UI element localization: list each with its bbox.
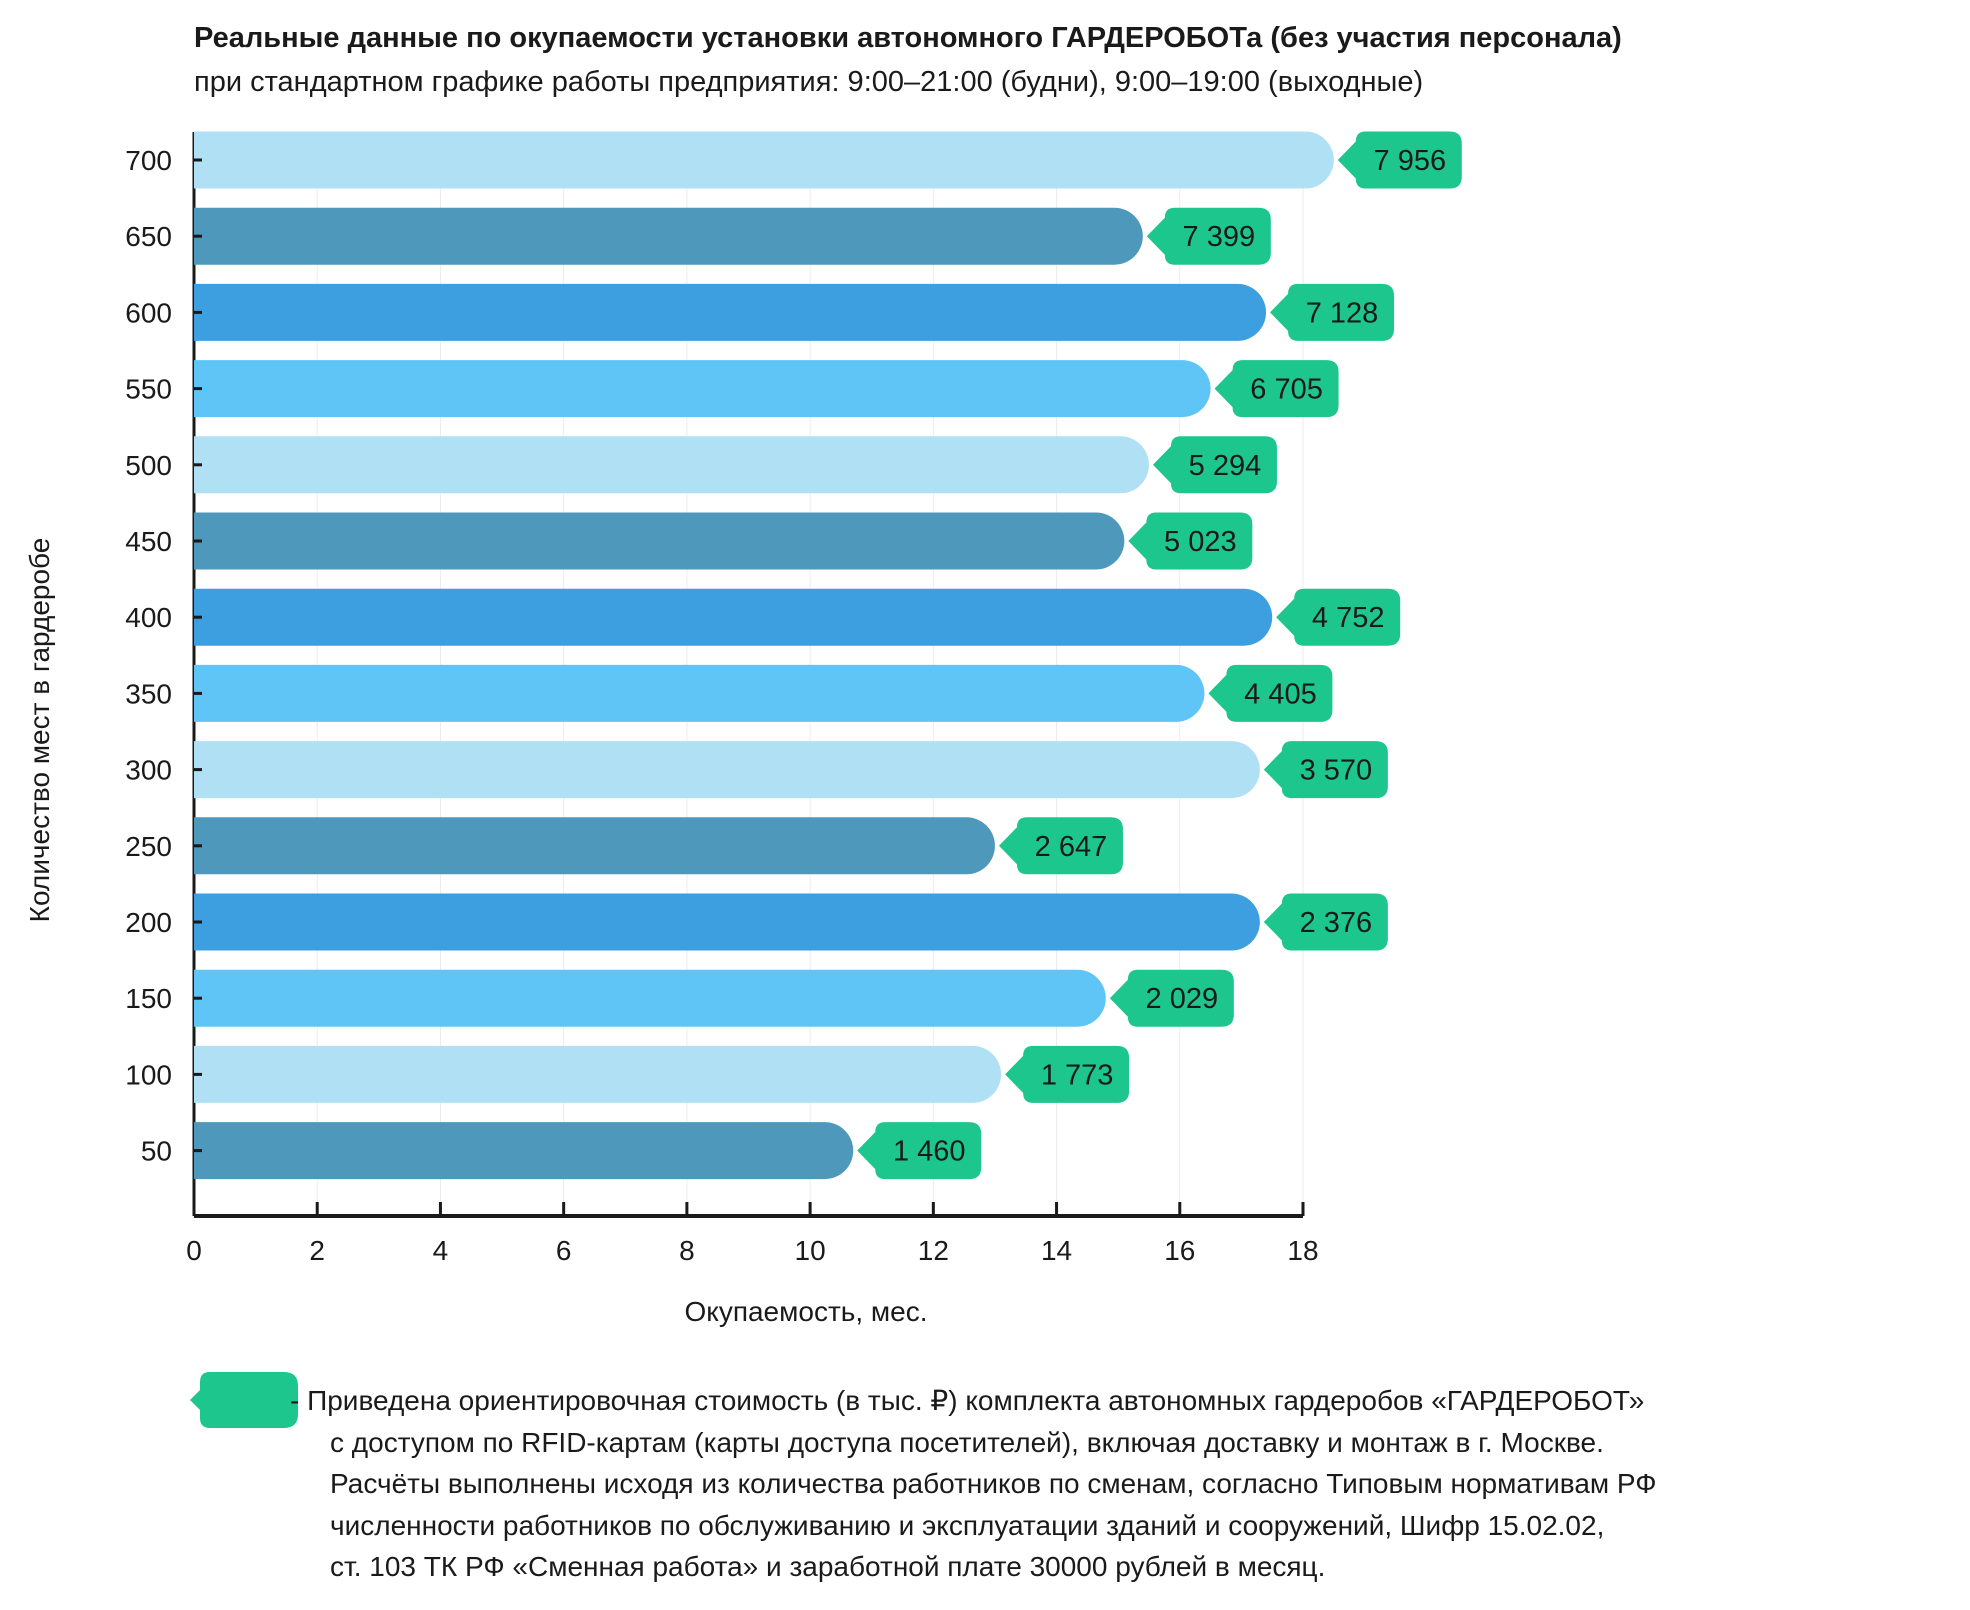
bar <box>194 664 1205 722</box>
bar <box>194 283 1267 341</box>
x-tick-label: 10 <box>795 1235 826 1266</box>
legend-note: - Приведена ориентировочная стоимость (в… <box>290 1380 1657 1588</box>
x-axis-label: Окупаемость, мес. <box>684 1296 928 1327</box>
value-label: 4 405 <box>1244 678 1317 710</box>
legend-swatch-icon <box>190 1372 298 1428</box>
chart-title: Реальные данные по окупаемости установки… <box>194 22 1622 54</box>
legend-line: численности работников по обслуживанию и… <box>330 1509 1605 1541</box>
value-label-bubble <box>857 1122 982 1180</box>
y-tick-label: 700 <box>125 145 172 176</box>
bar <box>194 741 1260 799</box>
bar <box>194 893 1260 951</box>
value-label-bubble <box>1128 512 1253 570</box>
y-tick-label: 600 <box>125 297 172 328</box>
value-label: 1 773 <box>1041 1059 1114 1091</box>
value-label: 4 752 <box>1312 602 1385 634</box>
x-tick-label: 8 <box>679 1235 695 1266</box>
bar <box>194 131 1334 189</box>
bar <box>194 969 1106 1027</box>
value-label: 2 376 <box>1300 907 1373 939</box>
value-label: 2 647 <box>1035 831 1108 863</box>
x-tick-label: 4 <box>433 1235 449 1266</box>
x-tick-label: 6 <box>556 1235 572 1266</box>
value-label-bubble <box>1263 741 1388 799</box>
value-label-bubble <box>1146 207 1271 265</box>
x-tick-label: 2 <box>309 1235 325 1266</box>
x-tick-label: 16 <box>1164 1235 1195 1266</box>
bar <box>194 1045 1002 1103</box>
y-tick-label: 500 <box>125 450 172 481</box>
value-label: 3 570 <box>1300 755 1373 787</box>
value-label-bubble <box>1152 436 1277 494</box>
y-tick-label: 350 <box>125 678 172 709</box>
x-tick-label: 18 <box>1287 1235 1318 1266</box>
bar <box>194 207 1143 265</box>
bar <box>194 436 1149 494</box>
y-tick-label: 150 <box>125 983 172 1014</box>
y-tick-label: 300 <box>125 755 172 786</box>
x-tick-label: 0 <box>186 1235 202 1266</box>
y-tick-label: 550 <box>125 374 172 405</box>
value-label: 7 399 <box>1183 221 1256 253</box>
y-tick-label: 650 <box>125 221 172 252</box>
value-label: 1 460 <box>893 1136 966 1168</box>
legend-line: Расчёты выполнены исходя из количества р… <box>330 1468 1657 1499</box>
value-label: 5 023 <box>1164 526 1237 558</box>
y-axis-label: Количество мест в гардеробе <box>24 537 55 923</box>
y-tick-label: 250 <box>125 831 172 862</box>
value-label-bubble <box>1270 283 1395 341</box>
y-tick-label: 50 <box>141 1136 172 1167</box>
bar <box>194 1122 854 1180</box>
y-tick-label: 450 <box>125 526 172 557</box>
value-label-bubble <box>1276 588 1401 646</box>
y-tick-label: 200 <box>125 907 172 938</box>
legend-line: с доступом по RFID-картам (карты доступа… <box>330 1426 1604 1458</box>
value-label: 7 128 <box>1306 297 1379 329</box>
chart-subtitle: при стандартном графике работы предприят… <box>194 66 1424 98</box>
value-label-bubble <box>998 817 1123 875</box>
bar <box>194 360 1211 418</box>
value-label-bubble <box>1109 969 1234 1027</box>
x-tick-label: 12 <box>918 1235 949 1266</box>
x-tick-label: 14 <box>1041 1235 1072 1266</box>
bar <box>194 512 1125 570</box>
value-label: 6 705 <box>1250 374 1323 406</box>
value-label-bubble <box>1337 131 1462 189</box>
value-label: 5 294 <box>1189 450 1262 482</box>
value-label-bubble <box>1263 893 1388 951</box>
value-label-bubble <box>1208 664 1333 722</box>
y-tick-label: 100 <box>125 1059 172 1090</box>
value-label: 2 029 <box>1146 983 1219 1015</box>
value-label-bubble <box>1005 1045 1130 1103</box>
bar <box>194 588 1273 646</box>
bar <box>194 817 995 875</box>
y-tick-label: 400 <box>125 602 172 633</box>
value-label: 7 956 <box>1374 145 1447 177</box>
legend-line: ст. 103 ТК РФ «Сменная работа» и заработ… <box>330 1551 1326 1582</box>
legend-line: - Приведена ориентировочная стоимость (в… <box>290 1385 1645 1416</box>
value-label-bubble <box>1214 360 1339 418</box>
